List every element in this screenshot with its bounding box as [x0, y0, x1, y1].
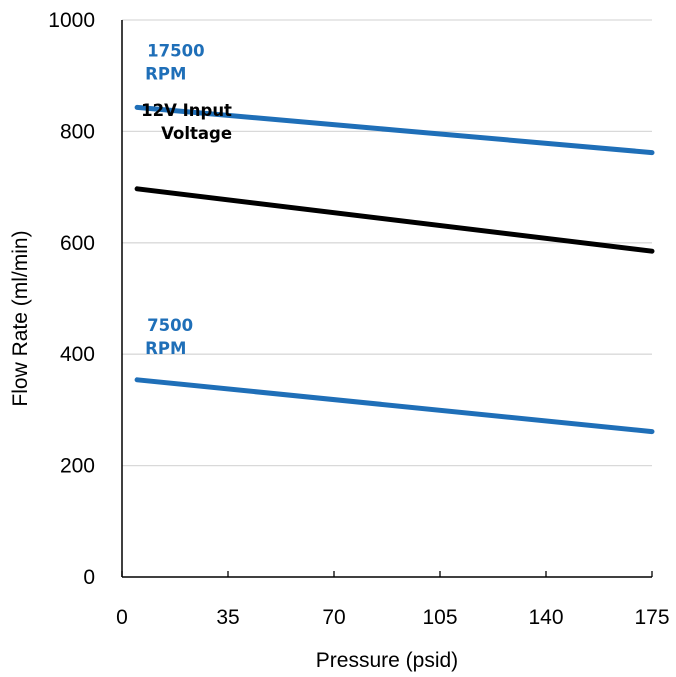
series-label: 17500 RPM: [145, 41, 204, 83]
y-tick-label: 600: [60, 232, 95, 255]
y-tick-label: 400: [60, 343, 95, 366]
series-line: [134, 186, 655, 254]
y-tick-label: 200: [60, 455, 95, 478]
series-label: 12V Input Voltage: [141, 101, 232, 143]
series-label: 7500 RPM: [145, 316, 193, 358]
axes: [121, 20, 653, 578]
x-tick-label: 70: [322, 606, 345, 629]
y-axis-title: Flow Rate (ml/min): [9, 230, 32, 406]
series-labels: 17500 RPM 12V Input Voltage 7500 RPM: [141, 41, 232, 357]
x-tick-label: 0: [116, 606, 128, 629]
y-tick-label: 1000: [48, 9, 95, 32]
x-tick-label: 105: [422, 606, 457, 629]
series-line: [134, 104, 655, 156]
y-tick-label: 0: [83, 566, 95, 589]
series-lines: [134, 104, 655, 435]
x-tick-label: 140: [528, 606, 563, 629]
gridlines: [122, 19, 652, 467]
tick-labels: 0 200 400 600 800 1000 0 35 70 105 140 175: [48, 9, 669, 629]
series-line: [134, 377, 655, 435]
x-tick-label: 175: [634, 606, 669, 629]
y-tick-label: 800: [60, 120, 95, 143]
x-tick-label: 35: [216, 606, 239, 629]
x-axis-title: Pressure (psid): [316, 649, 458, 672]
